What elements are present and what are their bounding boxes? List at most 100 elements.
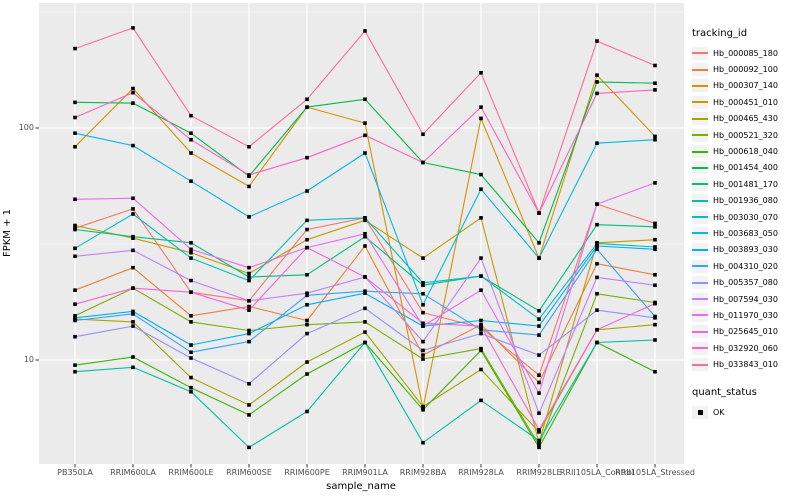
- data-point: [73, 363, 77, 367]
- data-point: [421, 283, 425, 288]
- data-point: [595, 261, 599, 266]
- data-point: [421, 348, 425, 353]
- data-point: [653, 88, 657, 92]
- data-point: [479, 318, 483, 323]
- legend-item-label: Hb_001481_170: [713, 179, 778, 189]
- data-point: [421, 353, 425, 357]
- data-point: [73, 144, 77, 149]
- data-point: [305, 105, 309, 109]
- data-point: [653, 181, 657, 185]
- data-point: [73, 288, 77, 292]
- legend-item-label: Hb_003893_030: [713, 245, 778, 255]
- data-point: [247, 308, 251, 312]
- data-point: [421, 321, 425, 326]
- data-point: [653, 81, 657, 85]
- data-point: [479, 327, 483, 332]
- data-point: [653, 225, 657, 229]
- data-point: [479, 348, 483, 353]
- legend-item-Hb_000465_430: Hb_000465_430: [692, 111, 778, 127]
- data-point: [421, 404, 425, 409]
- data-point: [189, 113, 193, 118]
- data-point: [537, 241, 541, 245]
- data-point: [247, 173, 251, 177]
- data-point: [247, 184, 251, 189]
- data-point: [363, 306, 367, 311]
- data-point: [421, 160, 425, 165]
- legend-key-line: [692, 314, 708, 317]
- x-tick-label: PB350LA: [57, 468, 93, 477]
- data-point: [653, 63, 657, 68]
- legend-item-Hb_003030_070: Hb_003030_070: [692, 209, 778, 225]
- data-point: [189, 278, 193, 283]
- data-point: [537, 324, 541, 328]
- data-point: [305, 189, 309, 193]
- data-point: [653, 247, 657, 252]
- data-point: [595, 308, 599, 312]
- data-point: [595, 247, 599, 252]
- data-point: [305, 360, 309, 364]
- x-tick-label: RRIM600LA: [110, 468, 156, 477]
- legend-tracking-items: Hb_000085_180 Hb_000092_100 Hb_000307_140 H…: [692, 45, 778, 373]
- data-point: [189, 385, 193, 390]
- data-point: [595, 241, 599, 246]
- legend: tracking_id Hb_000085_180 Hb_000092_100 Hb…: [692, 28, 778, 420]
- data-point: [595, 291, 599, 296]
- x-tick-label: RRII105LA_Control: [559, 468, 635, 477]
- data-point: [479, 346, 483, 351]
- x-tick-label: RRIM600SE: [226, 468, 272, 477]
- data-point: [595, 222, 599, 227]
- data-point: [131, 26, 135, 30]
- legend-item-label: Hb_000085_180: [713, 48, 778, 58]
- data-point: [305, 227, 309, 232]
- data-point: [247, 304, 251, 309]
- data-point: [189, 389, 193, 394]
- data-point: [131, 265, 135, 270]
- legend-key-line: [692, 150, 708, 153]
- legend-item-label: Hb_011970_030: [713, 310, 778, 320]
- legend-key-line: [692, 183, 708, 186]
- data-point: [421, 440, 425, 445]
- data-point: [421, 408, 425, 412]
- data-point: [305, 97, 309, 102]
- data-point: [537, 353, 541, 357]
- data-point: [653, 316, 657, 320]
- data-point: [363, 151, 367, 155]
- x-tick-label: RRIM928BA: [399, 468, 447, 477]
- legend-key-swatch: [692, 276, 708, 290]
- data-point: [363, 275, 367, 279]
- legend-item-label: Hb_000618_040: [713, 147, 778, 157]
- data-point: [73, 223, 77, 228]
- data-point: [595, 202, 599, 206]
- legend-item-label: Hb_000521_320: [713, 130, 778, 140]
- data-point: [131, 320, 135, 324]
- legend-key-line: [692, 281, 708, 284]
- data-point: [421, 357, 425, 361]
- legend-title-quant-status: quant_status: [692, 386, 757, 398]
- data-point: [479, 187, 483, 191]
- data-point: [189, 320, 193, 324]
- legend-key-line: [692, 363, 708, 366]
- data-point: [537, 333, 541, 337]
- data-point: [537, 430, 541, 434]
- data-point: [537, 380, 541, 385]
- data-point: [131, 212, 135, 216]
- data-point: [363, 218, 367, 223]
- data-point: [537, 391, 541, 395]
- data-point: [363, 291, 367, 296]
- data-point: [73, 314, 77, 318]
- data-point: [363, 330, 367, 334]
- legend-item-label: Hb_000307_140: [713, 81, 778, 91]
- data-point: [653, 245, 657, 249]
- data-point: [363, 133, 367, 138]
- legend-item-label: Hb_033843_010: [713, 360, 778, 370]
- legend-item-label: Hb_001454_400: [713, 163, 778, 173]
- legend-key-line: [692, 330, 708, 333]
- chart-panel: [39, 3, 684, 464]
- data-point: [189, 356, 193, 360]
- data-point: [479, 324, 483, 328]
- data-point: [653, 322, 657, 327]
- data-point: [537, 373, 541, 377]
- legend-key-line: [692, 68, 708, 71]
- data-point: [479, 172, 483, 177]
